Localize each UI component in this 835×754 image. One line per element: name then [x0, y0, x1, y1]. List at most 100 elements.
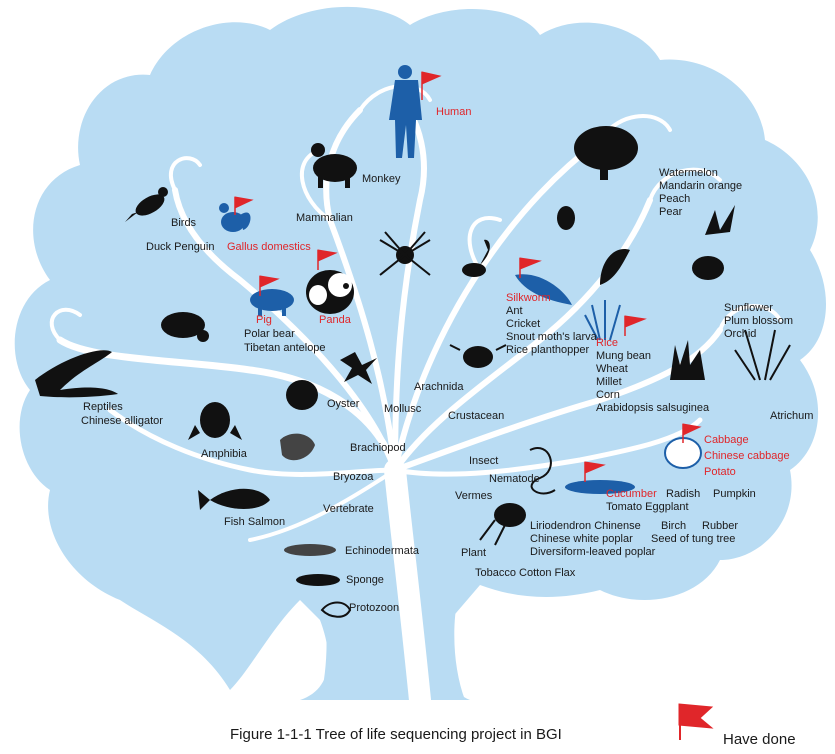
label-radish: Radish [666, 488, 701, 500]
label-arabidopsis: Arabidopsis salsuginea [596, 402, 710, 414]
turtle-silhouette [161, 312, 209, 342]
label-tobacco-cotton-flax: Tobacco Cotton Flax [475, 567, 576, 579]
label-oyster: Oyster [327, 398, 360, 410]
label-watermelon: Watermelon [659, 167, 718, 179]
label-sunflower: Sunflower [724, 302, 773, 314]
label-insect: Insect [469, 455, 499, 467]
red-flag-icon [584, 461, 606, 482]
label-corn: Corn [596, 389, 620, 401]
spiky-plant-silhouette [692, 205, 735, 280]
legend-red-flag-icon [678, 703, 714, 740]
label-monkey: Monkey [362, 173, 401, 185]
label-birch: Birch [661, 520, 687, 532]
scorpion-silhouette [462, 239, 490, 277]
label-vertebrate: Vertebrate [323, 503, 374, 515]
nematode-outline [529, 447, 556, 495]
label-mammalian: Mammalian [296, 212, 353, 224]
red-flag-icon [259, 275, 280, 296]
label-gallus: Gallus domestics [227, 241, 311, 253]
rooster-silhouette [219, 203, 251, 232]
red-flag-icon [317, 249, 338, 270]
label-fish-salmon: Fish Salmon [224, 516, 286, 528]
label-wheat: Wheat [596, 363, 628, 375]
red-flag-icon [519, 257, 542, 278]
label-vermes: Vermes [455, 490, 493, 502]
label-tung-tree: Seed of tung tree [651, 533, 736, 545]
fern-silhouette [600, 249, 630, 285]
starfish-silhouette [340, 352, 377, 384]
tree-silhouette [574, 126, 638, 180]
pig-silhouette [250, 289, 294, 316]
label-atrichum: Atrichum [770, 410, 814, 422]
jellyfish-silhouette [479, 503, 526, 546]
oyster-silhouette [286, 380, 318, 410]
silkworm-leaf [515, 274, 572, 305]
crab-silhouette [449, 344, 507, 368]
label-cricket: Cricket [506, 318, 541, 330]
label-pear: Pear [659, 206, 683, 218]
label-silkworm: Silkworm [506, 292, 551, 304]
label-pig: Pig [256, 314, 272, 326]
human-silhouette [389, 65, 422, 158]
monkey-silhouette [311, 143, 357, 188]
label-diversiform-poplar: Diversiform-leaved poplar [530, 546, 656, 558]
red-flag-icon [234, 196, 254, 215]
label-mandarin-orange: Mandarin orange [659, 180, 743, 192]
label-rice: Rice [596, 337, 619, 349]
alligator-silhouette [35, 350, 118, 398]
label-plant: Plant [461, 547, 487, 559]
label-duck-penguin: Duck Penguin [146, 241, 215, 253]
label-peach: Peach [659, 193, 691, 205]
label-potato: Potato [704, 466, 736, 478]
label-liriodendron: Liriodendron Chinense [530, 520, 641, 532]
label-chinese-alligator: Chinese alligator [81, 415, 163, 427]
label-cucumber: Cucumber [606, 488, 657, 500]
panda-silhouette [306, 270, 354, 314]
red-flag-icon [421, 71, 442, 100]
label-orchid: Orchid [724, 328, 757, 340]
protozoon-outline [320, 601, 352, 618]
red-flag-icon [682, 423, 702, 443]
frog-silhouette [188, 402, 242, 440]
label-echinodermata: Echinodermata [345, 545, 419, 557]
label-ant: Ant [506, 305, 523, 317]
coral-silhouette [670, 340, 705, 380]
legend-label: Have done [723, 731, 796, 748]
label-millet: Millet [596, 376, 622, 388]
sea-cucumber-silhouette [284, 544, 336, 556]
fish-silhouette [198, 488, 270, 510]
label-sponge: Sponge [346, 574, 384, 586]
label-pumpkin: Pumpkin [713, 488, 756, 500]
label-plum-blossom: Plum blossom [724, 315, 794, 327]
label-reptiles: Reptiles [83, 401, 123, 413]
label-protozoon: Protozoon [349, 602, 400, 614]
label-snout-moth: Snout moth's larva [506, 331, 597, 343]
cucumber-silhouette [565, 480, 635, 494]
label-mollusc: Mollusc [384, 403, 422, 415]
red-flag-icon [624, 315, 647, 336]
label-chinese-white-poplar: Chinese white poplar [530, 533, 633, 545]
tree-canopy [14, 6, 827, 700]
label-tibetan-antelope: Tibetan antelope [244, 342, 326, 354]
label-tomato-eggplant: Tomato Eggplant [606, 501, 689, 513]
label-rice-planthopper: Rice planthopper [506, 344, 590, 356]
label-nematode: Nematode [489, 473, 540, 485]
label-human: Human [436, 106, 472, 118]
label-brachiopod: Brachiopod [350, 442, 406, 454]
orchid-silhouette [734, 329, 791, 381]
label-bryozoa: Bryozoa [333, 471, 374, 483]
label-crustacean: Crustacean [448, 410, 505, 422]
brachiopod-silhouette [280, 433, 315, 461]
figure-caption: Figure 1-1-1 Tree of life sequencing pro… [230, 726, 562, 743]
label-polar-bear: Polar bear [244, 328, 295, 340]
bird-silhouette [125, 187, 168, 222]
label-mung-bean: Mung bean [596, 350, 652, 362]
label-birds: Birds [171, 217, 197, 229]
label-arachnida: Arachnida [414, 381, 464, 393]
label-panda: Panda [319, 314, 351, 326]
label-cabbage: Cabbage [704, 434, 749, 446]
label-chinese-cabbage: Chinese cabbage [704, 450, 790, 462]
label-rubber: Rubber [702, 520, 739, 532]
spider-silhouette [379, 231, 431, 276]
sponge-silhouette [296, 574, 340, 586]
